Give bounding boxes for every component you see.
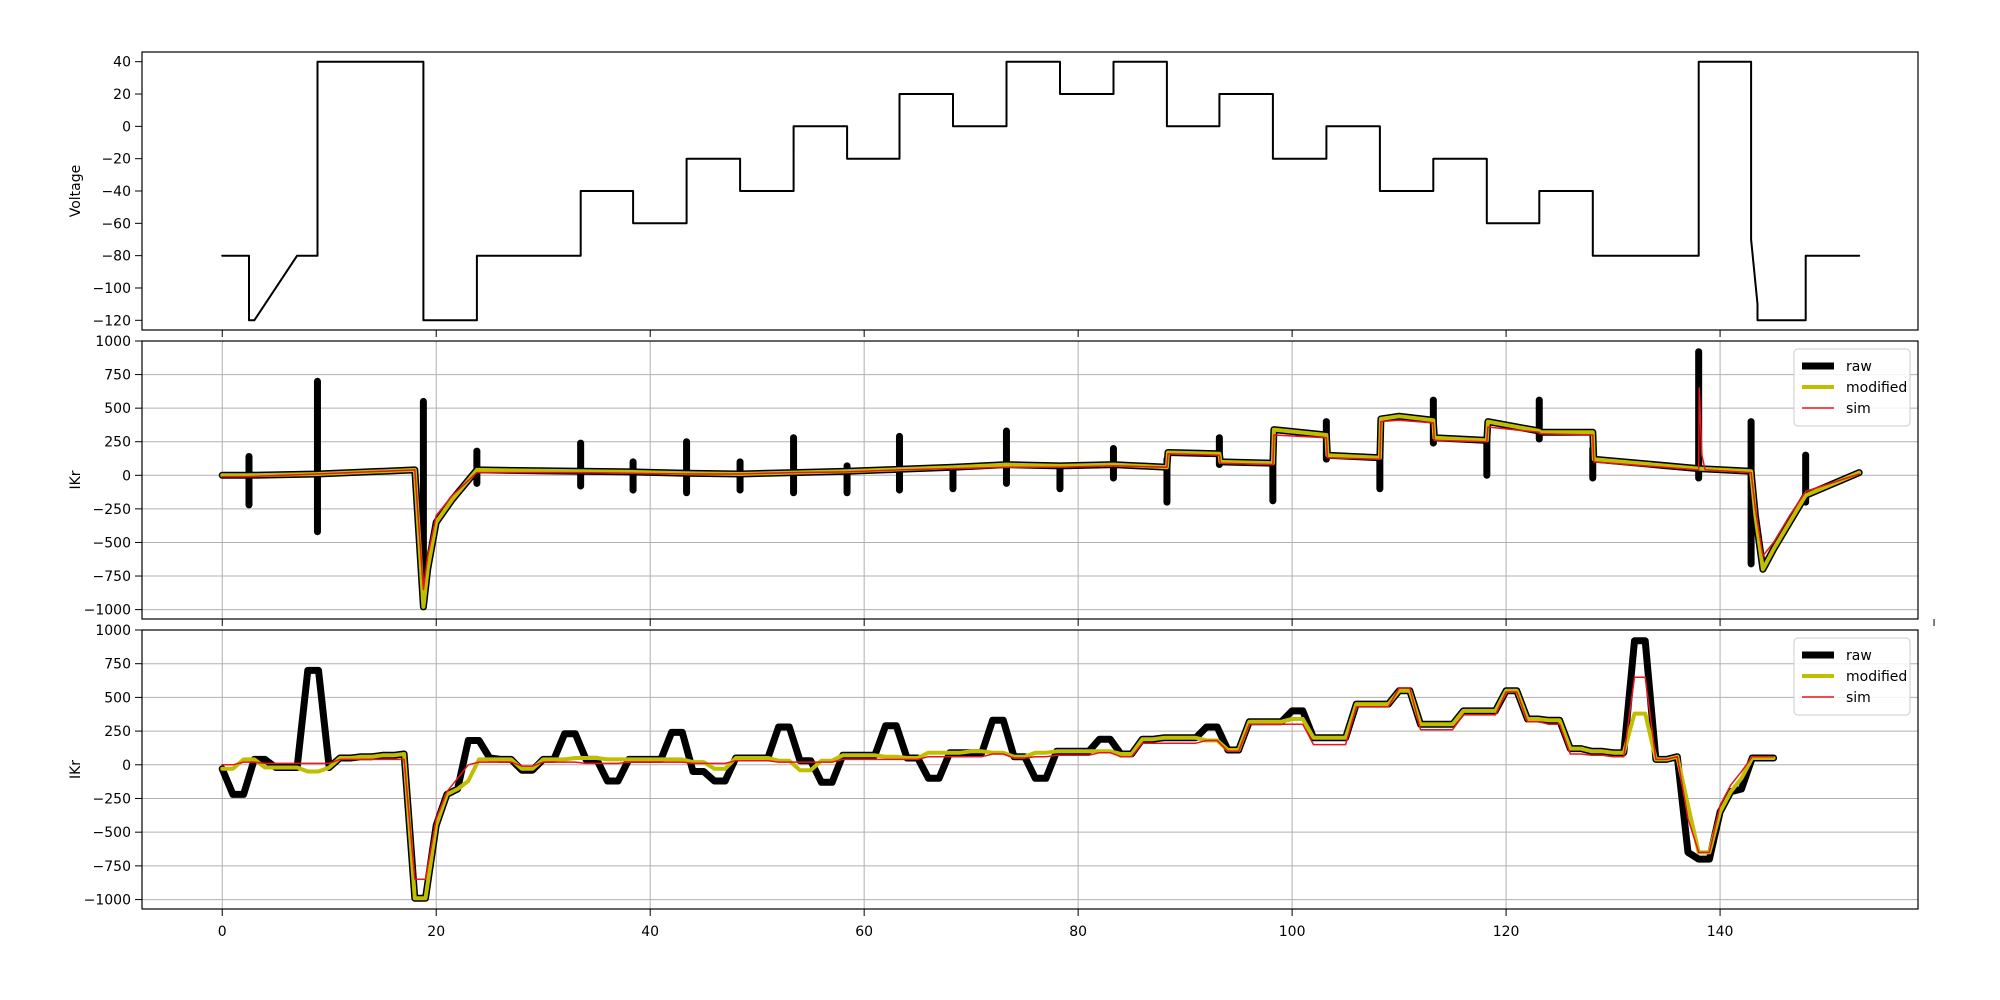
y-tick-label: −40 — [101, 184, 131, 200]
axes-frame — [141, 340, 1919, 620]
x-tick-label: 0 — [218, 924, 227, 940]
y-axis-label: Voltage — [68, 165, 84, 218]
x-tick-label: 60 — [855, 924, 873, 940]
y-tick-label: 1000 — [95, 623, 131, 639]
plot-area — [218, 637, 1778, 902]
x-tick-label: 80 — [1069, 924, 1087, 940]
y-tick-label: −60 — [101, 216, 131, 232]
y-tick-label: −100 — [93, 281, 131, 297]
y-tick-label: 0 — [122, 468, 131, 484]
x-tick-label: 100 — [1279, 924, 1306, 940]
legend: raw modified sim — [1793, 348, 1911, 427]
y-tick-label: 750 — [104, 657, 131, 673]
series-trace-0 — [221, 60, 1861, 322]
y-tick-label: 0 — [122, 758, 131, 774]
x-tick-label: 40 — [641, 924, 659, 940]
legend-label-sim: sim — [1846, 401, 1871, 417]
y-tick-label: −750 — [93, 569, 131, 585]
legend-label-modified: modified — [1846, 380, 1907, 396]
panel-voltage: −120 −100 −80 −60 −40 −20 0 20 40 Voltage — [68, 51, 1919, 337]
y-axis-label: IKr — [68, 470, 84, 489]
x-tick-label: 120 — [1493, 924, 1520, 940]
series-sim — [221, 387, 1860, 591]
plot-area — [218, 348, 1863, 611]
y-tick-label: −750 — [93, 859, 131, 875]
series-modified — [220, 414, 1862, 609]
y-tick-label: 500 — [104, 690, 131, 706]
y-tick-label: −80 — [101, 249, 131, 265]
panel-ikr-sampled: −1000 −750 −500 −250 0 250 500 750 1000 0 20 40 60 80… — [68, 623, 1919, 940]
y-tick-label: −500 — [93, 535, 131, 551]
y-tick-label: 1000 — [95, 334, 131, 350]
axes-frame — [141, 629, 1919, 910]
panel-ikr-full: −1000 −750 −500 −250 0 250 500 750 1000 IKr raw mod… — [68, 334, 1935, 626]
y-tick-label: 250 — [104, 435, 131, 451]
x-tick-label: 20 — [427, 924, 445, 940]
y-tick-label: 250 — [104, 724, 131, 740]
series-modified — [220, 688, 1776, 901]
legend: raw modified sim — [1793, 637, 1911, 716]
y-tick-label: 500 — [104, 401, 131, 417]
legend-label-raw: raw — [1846, 648, 1872, 664]
y-tick-label: 750 — [104, 368, 131, 384]
series-raw — [218, 637, 1778, 902]
y-tick-label: −500 — [93, 825, 131, 841]
legend-label-modified: modified — [1846, 669, 1907, 685]
y-tick-label: −20 — [101, 152, 131, 168]
plot-area — [221, 60, 1861, 322]
legend-label-sim: sim — [1846, 690, 1871, 706]
legend-label-raw: raw — [1846, 359, 1872, 375]
y-tick-label: −120 — [93, 313, 131, 329]
series-sim — [221, 676, 1775, 881]
y-tick-label: 40 — [113, 55, 131, 71]
y-tick-label: −250 — [93, 791, 131, 807]
y-tick-label: −1000 — [84, 893, 131, 909]
series-raw — [218, 412, 1863, 611]
y-tick-label: 0 — [122, 119, 131, 135]
y-tick-label: −1000 — [84, 603, 131, 619]
y-axis-label: IKr — [68, 760, 84, 779]
axes-frame — [141, 51, 1919, 331]
y-tick-label: 20 — [113, 87, 131, 103]
x-tick-label: 140 — [1707, 924, 1734, 940]
y-tick-label: −250 — [93, 502, 131, 518]
